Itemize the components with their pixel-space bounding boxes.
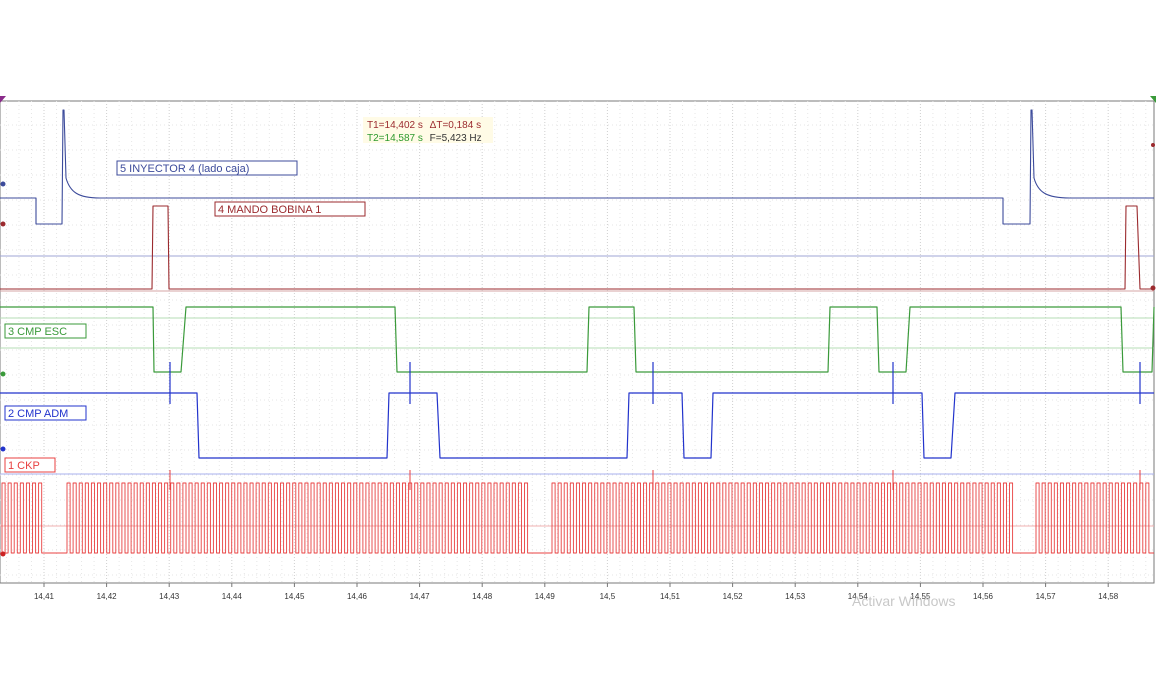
time-tick-label: 14,51 — [660, 592, 681, 601]
time-tick-label: 14,48 — [472, 592, 493, 601]
offset-marker-4[interactable] — [0, 221, 6, 227]
time-tick-label: 14,53 — [785, 592, 806, 601]
time-tick-label: 14,49 — [535, 592, 556, 601]
time-tick-label: 14,52 — [723, 592, 744, 601]
channel-label-5-text: 5 INYECTOR 4 (lado caja) — [120, 163, 249, 175]
channel-label-2-text: 2 CMP ADM — [8, 408, 68, 420]
channel-label-1-text: 1 CKP — [8, 460, 40, 472]
time-tick-label: 14,43 — [159, 592, 180, 601]
time-tick-label: 14,57 — [1036, 592, 1057, 601]
channel-label-4[interactable]: 4 MANDO BOBINA 1 — [214, 201, 366, 217]
cursor1-marker[interactable] — [0, 96, 6, 103]
time-tick-label: 14,58 — [1098, 592, 1119, 601]
cursor-readout-line2: T2=14,587 s F=5,423 Hz — [367, 133, 482, 144]
offset-marker-2[interactable] — [0, 446, 6, 452]
trace-cmp-adm — [0, 392, 1154, 459]
traces — [0, 109, 1155, 554]
channel-label-3[interactable]: 3 CMP ESC — [4, 323, 87, 339]
time-tick-label: 14,56 — [973, 592, 994, 601]
time-tick-label: 14,42 — [97, 592, 118, 601]
cursor2-time: T2=14,587 s — [367, 133, 423, 144]
offset-marker-5[interactable] — [0, 181, 6, 187]
cursor-readout-box — [363, 117, 493, 143]
trace-inyector-4 — [0, 109, 1154, 225]
time-tick-label: 14,41 — [34, 592, 55, 601]
trace-mando-bobina-1 — [0, 205, 1154, 290]
cursor1-time: T1=14,402 s — [367, 120, 423, 131]
time-tick-label: 14,54 — [848, 592, 869, 601]
cursor2-marker[interactable] — [1150, 96, 1156, 103]
time-tick-label: 14,44 — [222, 592, 243, 601]
trace-ckp — [0, 482, 1154, 554]
right-marker-3[interactable] — [1151, 143, 1155, 147]
time-tick-label: 14,5 — [600, 592, 616, 601]
offset-marker-1[interactable] — [0, 551, 6, 557]
channel-label-5[interactable]: 5 INYECTOR 4 (lado caja) — [116, 160, 298, 176]
time-tick-label: 14,55 — [910, 592, 931, 601]
offset-marker-3[interactable] — [0, 371, 6, 377]
time-tick-label: 14,47 — [410, 592, 431, 601]
channel-label-3-text: 3 CMP ESC — [8, 326, 67, 338]
channel-label-4-text: 4 MANDO BOBINA 1 — [218, 204, 321, 216]
windows-watermark: Activar Windows — [852, 593, 955, 609]
trace-cmp-esc — [0, 306, 1155, 373]
time-tick-label: 14,45 — [284, 592, 305, 601]
cursor-readout-line1: T1=14,402 s ΔT=0,184 s — [367, 120, 481, 131]
time-axis: 14,41 14,42 14,43 14,44 14,45 14,46 14,47 14,48… — [34, 583, 1119, 601]
channel-label-1[interactable]: 1 CKP — [4, 457, 56, 473]
time-tick-label: 14,46 — [347, 592, 368, 601]
frequency: F=5,423 Hz — [430, 133, 482, 144]
right-marker-4[interactable] — [1150, 285, 1156, 291]
delta-time: ΔT=0,184 s — [430, 120, 481, 131]
channel-label-2[interactable]: 2 CMP ADM — [4, 405, 87, 421]
